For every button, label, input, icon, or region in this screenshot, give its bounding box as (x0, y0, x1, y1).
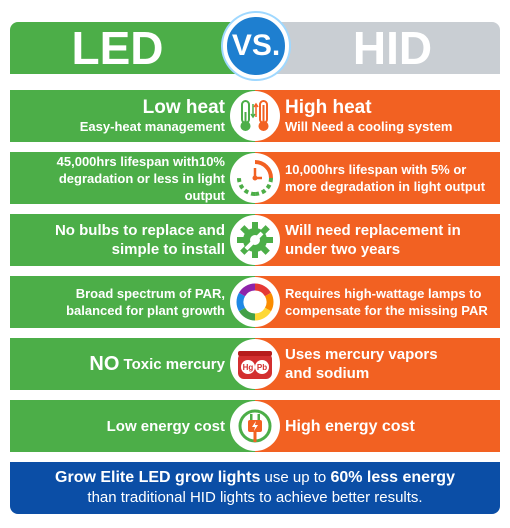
led-spectrum-line2: balanced for plant growth (66, 303, 225, 318)
row-replacement: No bulbs to replace and simple to instal… (10, 214, 500, 266)
footer-banner: Grow Elite LED grow lights use up to 60%… (10, 462, 500, 514)
footer-mid: use up to (260, 469, 331, 486)
hid-heat-cell: High heat Will Need a cooling system (255, 90, 500, 142)
led-mercury-text: Toxic mercury (119, 355, 225, 373)
led-mercury-cell: NO Toxic mercury (10, 338, 255, 390)
hid-replacement-line2: under two years (285, 241, 401, 258)
hg-label: Hg (243, 363, 254, 372)
hid-heat-sub: Will Need a cooling system (285, 119, 453, 134)
hid-energy-text: High energy cost (285, 417, 415, 435)
pb-label: Pb (257, 363, 267, 372)
timer-icon (230, 153, 280, 203)
hid-mercury-line2: and sodium (285, 365, 370, 382)
wrench-gear-icon (230, 215, 280, 265)
led-replacement-line1: No bulbs to replace and (54, 222, 225, 239)
hid-replacement-line1: Will need replacement in (285, 222, 461, 239)
hid-header-panel: HID (255, 22, 500, 74)
led-replacement-line2: simple to install (111, 241, 225, 258)
row-spectrum: Broad spectrum of PAR, balanced for plan… (10, 276, 500, 328)
mercury-lead-icon: Hg Pb (230, 339, 280, 389)
led-heat-title: Low heat (142, 97, 225, 118)
vs-badge: VS. (223, 13, 289, 79)
hid-lifespan-line1: 10,000hrs lifespan with 5% or (285, 162, 467, 177)
footer-line2: than traditional HID lights to achieve b… (87, 489, 423, 506)
hid-lifespan-cell: 10,000hrs lifespan with 5% or more degra… (255, 152, 500, 204)
row-lifespan: 45,000hrs lifespan with10% degradation o… (10, 152, 500, 204)
led-title: LED (71, 22, 164, 74)
hid-mercury-cell: Uses mercury vapors and sodium (255, 338, 500, 390)
led-energy-cell: Low energy cost (10, 400, 255, 452)
led-spectrum-line1: Broad spectrum of PAR, (75, 286, 225, 301)
hid-heat-title: High heat (285, 97, 372, 118)
hid-energy-cell: High energy cost (255, 400, 500, 452)
hid-spectrum-line2: compensate for the missing PAR (285, 303, 488, 318)
hid-mercury-line1: Uses mercury vapors (285, 346, 438, 363)
led-energy-text: Low energy cost (106, 417, 225, 435)
thermometer-icon (230, 91, 280, 141)
row-mercury: NO Toxic mercury Uses mercury vapors and… (10, 338, 500, 390)
led-lifespan-cell: 45,000hrs lifespan with10% degradation o… (10, 152, 255, 204)
energy-plug-icon (230, 401, 280, 451)
footer-line1: Grow Elite LED grow lights use up to 60%… (10, 468, 500, 488)
comparison-header: LED HID VS. (10, 13, 500, 79)
hid-replacement-cell: Will need replacement in under two years (255, 214, 500, 266)
hid-title: HID (352, 22, 433, 74)
hid-lifespan-line2: more degradation in light output (285, 179, 486, 194)
led-heat-sub: Easy-heat management (79, 119, 225, 134)
led-replacement-cell: No bulbs to replace and simple to instal… (10, 214, 255, 266)
led-spectrum-cell: Broad spectrum of PAR, balanced for plan… (10, 276, 255, 328)
led-no-label: NO (89, 352, 120, 375)
led-lifespan-line2: degradation or less in light output (58, 170, 225, 203)
color-wheel-icon (230, 277, 280, 327)
row-energy: Low energy cost High energy cost (10, 400, 500, 452)
led-heat-cell: Low heat Easy-heat management (10, 90, 255, 142)
footer-percent: 60% less energy (330, 469, 455, 486)
led-header-panel: LED (10, 22, 255, 74)
hid-spectrum-line1: Requires high-wattage lamps to (285, 286, 482, 301)
footer-brand: Grow Elite LED grow lights (55, 469, 261, 486)
row-heat: Low heat Easy-heat management High heat … (10, 90, 500, 142)
led-lifespan-line1: 45,000hrs lifespan with10% (56, 153, 225, 169)
hid-spectrum-cell: Requires high-wattage lamps to compensat… (255, 276, 500, 328)
